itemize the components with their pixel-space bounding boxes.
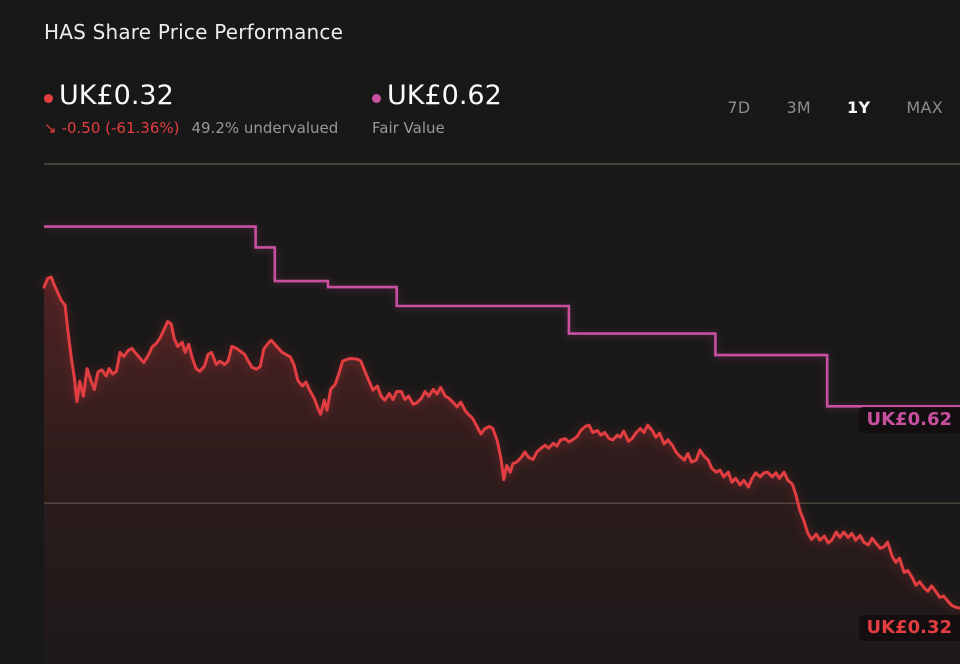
fair-value-stat: UK£0.62 Fair Value — [372, 80, 502, 137]
undervalued-text: 49.2% undervalued — [191, 119, 339, 137]
price-change: ↘ -0.50 (-61.36%) — [44, 119, 179, 137]
fair-value-line — [44, 225, 960, 408]
down-right-arrow-icon: ↘ — [44, 119, 57, 137]
current-price-dot — [44, 94, 53, 103]
range-button-3m[interactable]: 3M — [786, 98, 812, 117]
range-switcher: 7D 3M 1Y MAX — [727, 98, 943, 117]
current-price-value: UK£0.32 — [59, 80, 174, 111]
fair-value-axis-label: UK£0.62 — [858, 407, 960, 433]
fair-value-amount: UK£0.62 — [387, 80, 502, 111]
price-change-text: -0.50 (-61.36%) — [61, 119, 180, 137]
fair-value-label: Fair Value — [372, 119, 445, 137]
current-price-stat: UK£0.32 ↘ -0.50 (-61.36%) 49.2% undervalu… — [44, 80, 338, 137]
widget-title: HAS Share Price Performance — [44, 20, 344, 44]
share-price-axis-label: UK£0.32 — [858, 615, 960, 641]
range-button-7d[interactable]: 7D — [727, 98, 751, 117]
fair-value-dot — [372, 94, 381, 103]
share-price-line — [42, 275, 960, 610]
range-button-max[interactable]: MAX — [906, 98, 943, 117]
range-button-1y[interactable]: 1Y — [847, 98, 871, 117]
